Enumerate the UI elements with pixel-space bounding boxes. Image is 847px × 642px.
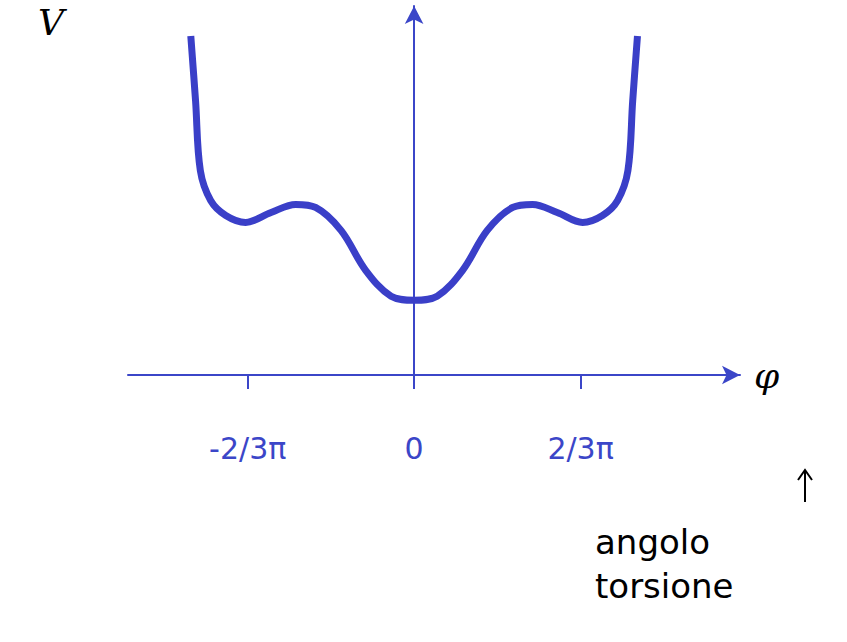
svg-text:angolo: angolo: [595, 522, 721, 562]
svg-text:torsione: torsione: [595, 566, 734, 606]
svg-text:V: V: [38, 2, 68, 43]
svg-text:-2/3π: -2/3π: [209, 431, 286, 466]
svg-text:φ: φ: [754, 355, 780, 396]
svg-text:2/3π: 2/3π: [547, 431, 613, 466]
svg-text:0: 0: [405, 431, 424, 466]
